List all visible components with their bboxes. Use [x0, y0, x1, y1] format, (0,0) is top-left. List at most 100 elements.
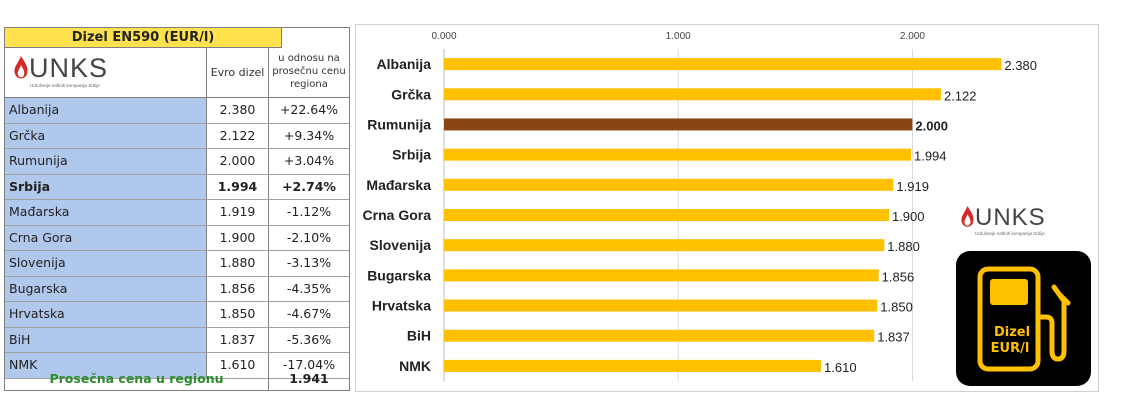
table-row: Rumunija 2.000 +3.04%: [5, 149, 349, 175]
table-cell-price: 2.000: [207, 149, 269, 174]
badge-line1: Dizel: [993, 325, 1031, 340]
value-label: 1.837: [877, 330, 910, 345]
bar: [444, 178, 894, 191]
table-row: Slovenija 1.880 -3.13%: [5, 251, 349, 277]
table-row: Bugarska 1.856 -4.35%: [5, 276, 349, 302]
badge-line2: EUR/l: [990, 341, 1030, 356]
value-label: 1.856: [882, 269, 915, 284]
category-label: Rumunija: [367, 116, 431, 132]
fuel-pump-icon: [977, 266, 1071, 372]
table-cell-diff: -4.35%: [286, 280, 332, 296]
col-header-diff-line: prosečnu cenu: [272, 66, 346, 77]
table-row: Albanija 2.380 +22.64%: [5, 98, 349, 124]
table-cell-price: 2.380: [207, 98, 269, 123]
table-cell-diff: +3.04%: [283, 153, 335, 168]
table-cell-country: Albanija: [5, 98, 207, 123]
col-header-diff: u odnosu na prosečnu cenu regiona: [269, 48, 349, 98]
fuel-badge: Dizel EUR/l: [956, 251, 1091, 386]
value-label: 1.994: [914, 149, 947, 164]
flame-logo-icon: [961, 206, 974, 227]
table-row: Crna Gora 1.900 -2.10%: [5, 225, 349, 251]
category-label: Crna Gora: [363, 207, 432, 223]
category-label: Srbija: [392, 147, 431, 163]
table-cell-price: 1.837: [207, 327, 269, 352]
table-cell-diff: -5.36%: [286, 331, 332, 347]
bar: [444, 359, 822, 372]
category-label: Slovenija: [370, 237, 432, 253]
table-logo: UNKS Udruženje naftnih kompanija Srbije: [5, 48, 207, 98]
table-cell-diff: -3.13%: [286, 255, 332, 270]
table-cell-diff: -4.67%: [286, 306, 332, 321]
bar: [444, 118, 913, 131]
x-tick-label: 1.000: [666, 31, 691, 42]
chart-logo-text: UNKS: [975, 204, 1046, 231]
footer-label: Prosečna cena u regionu: [5, 368, 269, 390]
table-row: Hrvatska 1.850 -4.67%: [5, 302, 349, 328]
table-cell-price: 1.850: [207, 302, 269, 327]
value-label: 2.122: [944, 88, 977, 103]
table-cell-diff: +9.34%: [283, 127, 335, 143]
chart-logo-subtitle: Udruženje naftnih kompanija Srbije: [975, 231, 1045, 236]
table-cell-price: 1.919: [207, 200, 269, 225]
col-header-price: Evro dizel: [207, 48, 269, 98]
table-cell-price: 1.900: [207, 225, 269, 250]
bar: [444, 329, 875, 342]
table-cell-country: Crna Gora: [5, 225, 207, 250]
table-row: Grčka 2.122 +9.34%: [5, 123, 349, 149]
bar: [444, 239, 885, 252]
table-cell-price: 1.994: [207, 174, 269, 199]
price-table: Dizel EN590 (EUR/l) UNKS Udruženje naftn…: [4, 27, 350, 391]
category-label: Albanija: [377, 56, 432, 72]
table-cell-country: Srbija: [5, 174, 207, 199]
table-row: Srbija 1.994 +2.74%: [5, 174, 349, 200]
value-label: 1.850: [880, 300, 913, 315]
bar-chart-svg: 0.000 1.000 2.000 Albanija 2.380 Grčka 2.122 Ru…: [363, 31, 1037, 381]
table-row: NMK 1.610 -17.04%: [5, 353, 349, 379]
table-cell-country: BiH: [5, 327, 207, 352]
bar: [444, 209, 889, 221]
chart-logo: UNKS Udruženje naftnih kompanija Srbije: [958, 202, 1078, 242]
x-tick-label: 0.000: [431, 31, 456, 42]
table-cell-diff: -2.10%: [286, 229, 332, 245]
value-label: 1.919: [896, 179, 929, 194]
value-label: 2.380: [1004, 58, 1037, 73]
bar: [444, 269, 879, 282]
table-cell-country: Mađarska: [5, 200, 207, 225]
table-footer: Prosečna cena u regionu 1.941: [5, 368, 349, 390]
col-header-diff-line: regiona: [290, 79, 328, 90]
table-cell-country: Bugarska: [5, 276, 207, 301]
table-logo-text: UNKS: [29, 53, 109, 83]
bar: [444, 148, 911, 161]
bar: [444, 58, 1002, 71]
table-logo-subtitle: Udruženje naftnih kompanija Srbije: [30, 83, 100, 88]
table-title: Dizel EN590 (EUR/l): [5, 28, 282, 48]
category-label: NMK: [399, 358, 431, 374]
table-cell-diff: +22.64%: [279, 102, 339, 117]
flame-logo-icon: [14, 56, 28, 79]
table-cell-price: 1.880: [207, 251, 269, 276]
table-cell-price: 2.122: [207, 123, 269, 148]
x-tick-label: 2.000: [900, 31, 925, 42]
table-cell-country: Hrvatska: [5, 302, 207, 327]
table-cell-price: 1.610: [207, 353, 269, 378]
table-cell-diff: -1.12%: [286, 204, 332, 219]
table-row: BiH 1.837 -5.36%: [5, 327, 349, 353]
category-label: Grčka: [391, 86, 431, 102]
table-cell-country: NMK: [5, 353, 207, 378]
bar: [444, 88, 941, 101]
table-cell-country: Rumunija: [5, 149, 207, 174]
col-header-diff-line: u odnosu na: [278, 53, 340, 64]
bar-chart: 0.000 1.000 2.000 Albanija 2.380 Grčka 2.122 Ru…: [355, 24, 1099, 392]
category-label: Mađarska: [366, 177, 431, 193]
table-row: Mađarska 1.919 -1.12%: [5, 200, 349, 226]
table-cell-country: Slovenija: [5, 251, 207, 276]
value-label: 1.610: [824, 360, 857, 375]
table-cell-diff: -17.04%: [282, 357, 336, 372]
table-cell-price: 1.856: [207, 276, 269, 301]
value-label: 2.000: [915, 118, 948, 133]
category-label: Bugarska: [367, 267, 431, 283]
value-label: 1.900: [892, 209, 925, 224]
table-cell-country: Grčka: [5, 123, 207, 148]
category-label: BiH: [407, 328, 431, 344]
value-label: 1.880: [887, 239, 920, 254]
